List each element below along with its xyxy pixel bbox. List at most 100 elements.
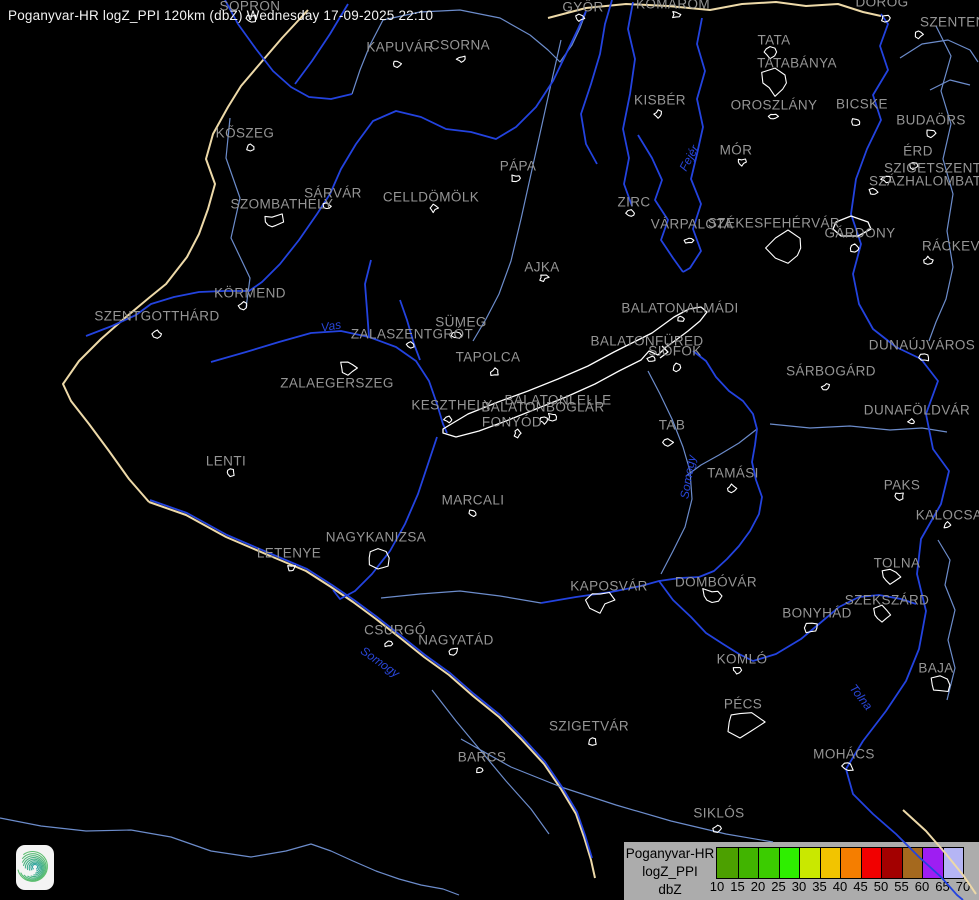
town-outline [907,418,915,425]
spiral-ring [17,850,48,882]
legend-swatch [717,848,738,878]
town-outline [930,675,951,693]
town-outline [914,30,924,40]
town-outline [429,203,440,214]
town-outline [943,521,952,529]
town-outline [264,213,285,228]
legend-scale: 10 15 20 25 30 35 40 45 50 55 60 65 70 [710,842,979,900]
product-title: Poganyvar-HR logZ_PPI 120km (dbZ) Wednes… [8,8,434,23]
spiral-ring [28,861,41,874]
town-outline [761,67,787,97]
legend-product: logZ_PPI [642,864,698,879]
town-outline [881,14,891,23]
town-outline [448,647,459,656]
town-outline [625,209,635,217]
town-outline [763,46,778,60]
town-outline [539,416,548,425]
legend-unit: dbZ [658,882,682,897]
town-outline [765,229,802,264]
town-outline [894,492,904,501]
town-outlines [151,11,952,833]
town-outline [468,509,477,518]
legend-swatch [737,848,758,878]
lake-shorelines [442,215,872,438]
spiral-ring [26,860,43,876]
spiral-ring [24,858,44,878]
legend-swatch [922,848,943,878]
town-outline [455,55,466,63]
spiral-ring [20,855,46,880]
town-outline [732,666,743,675]
town-outline [767,113,780,120]
spiral-ring [31,863,39,871]
spiral-ring [18,853,47,881]
legend-swatch [860,848,881,878]
town-outline [737,158,747,167]
town-outline [726,483,738,494]
minor-rivers [0,9,979,896]
town-outline [511,174,521,183]
town-outline [873,604,892,623]
town-outline [803,622,818,634]
town-outline [340,361,358,376]
legend-tick: 50 [873,879,889,894]
major-rivers [85,0,964,900]
town-outline [672,11,682,19]
town-outline [226,468,235,478]
legend-panel: Poganyvar-HR logZ_PPI dbZ 10 15 20 25 30 35 40… [622,840,979,900]
town-outline [851,118,861,126]
legend-text-block: Poganyvar-HR logZ_PPI dbZ [624,842,716,900]
town-outline [868,187,879,195]
town-outline [712,824,722,833]
town-outline [575,13,586,22]
town-outline [245,14,257,23]
town-outline [918,353,930,362]
legend-tick: 45 [853,879,868,894]
town-outline [672,362,682,373]
town-outline [405,341,415,349]
town-outline [849,243,860,253]
town-outline [841,762,854,771]
town-outline [539,274,550,283]
town-outline [476,766,484,774]
spiral-icon [17,850,48,882]
legend-swatch [778,848,799,878]
town-outline [287,565,297,572]
town-outline [246,143,255,152]
town-outline [820,383,831,391]
legend-color-scale [716,847,964,879]
town-outline [443,415,453,424]
legend-swatch [819,848,840,878]
radar-app-logo [16,845,54,890]
town-outline [662,438,675,447]
town-outline [683,237,695,244]
town-outline [513,428,522,439]
town-outline [653,109,662,119]
town-outline [923,255,934,265]
legend-tick: 20 [750,879,766,894]
legend-swatch [881,848,902,878]
town-outline [237,301,248,311]
town-outline [702,588,723,604]
town-outline [881,568,902,585]
town-outline [322,202,332,210]
town-outline [588,737,597,746]
town-outline [677,315,685,322]
town-outline [727,712,766,739]
legend-tick: 30 [791,879,807,894]
town-outline [880,175,892,184]
country-borders [62,1,977,895]
legend-swatch [799,848,820,878]
legend-tick: 35 [812,879,827,894]
legend-tick: 70 [955,879,971,894]
legend-tick: 15 [730,879,745,894]
legend-tick-labels: 10 15 20 25 30 35 40 45 50 55 60 65 70 [710,879,979,897]
town-outline [384,640,394,648]
town-outline [489,367,499,377]
legend-tick: 25 [771,879,786,894]
legend-tick: 55 [894,879,909,894]
town-outline [909,162,919,171]
town-outline [392,60,403,69]
